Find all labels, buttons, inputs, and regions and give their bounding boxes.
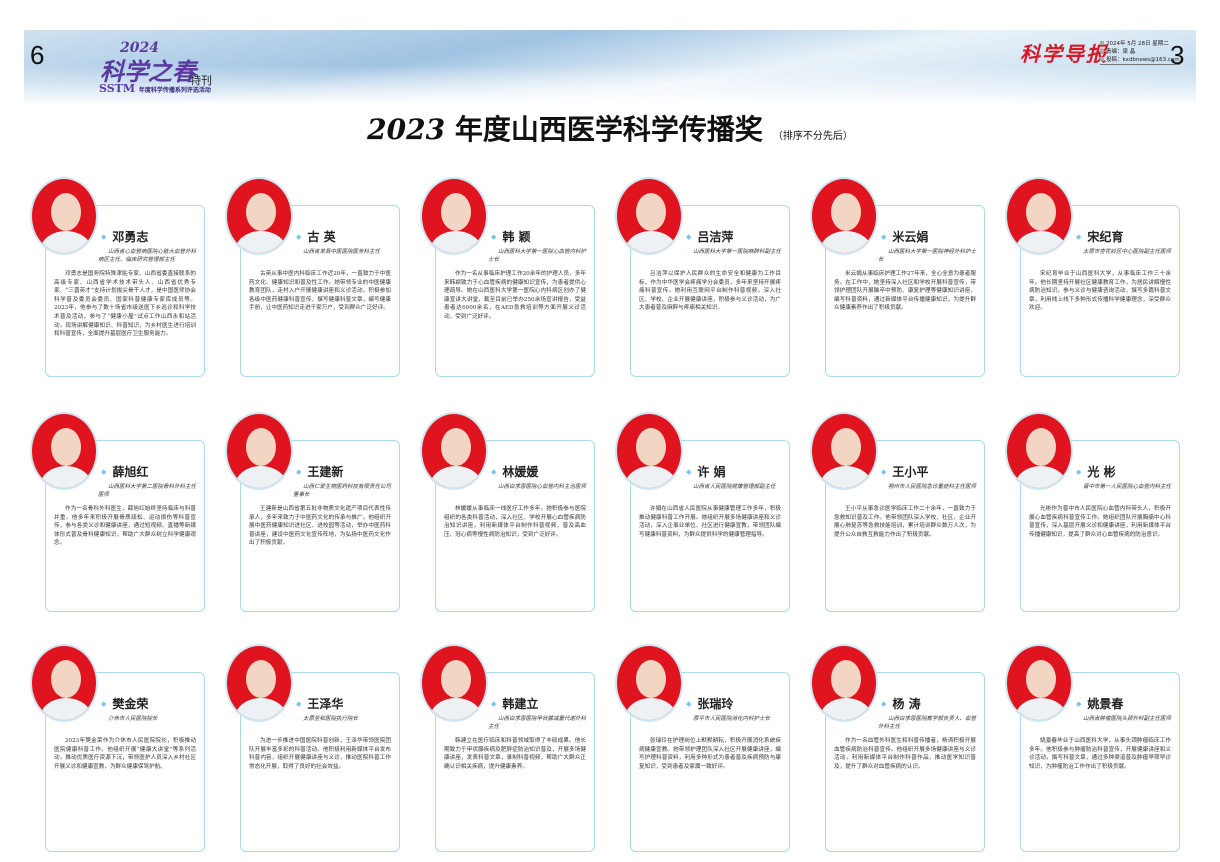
awardee-bio: 2023年樊金荣作为介休市人民医院院长，积极推动医院健康科普工作。他组织开展“健…: [54, 738, 196, 770]
awardee-affiliation: 晋中市第一人民医院心血管内科主任: [1083, 484, 1172, 490]
awardee-affiliation: 山西省人民医院健康管理部副主任: [693, 484, 776, 490]
newspaper-masthead: 科学导报: [1020, 42, 1108, 66]
awardee-name: 宋纪育: [1076, 228, 1123, 245]
awardee-bio: 作为一名从事临床护理工作20余年的护理人员，多年来韩颖致力于心血管疾病的健康知识…: [444, 271, 586, 320]
awardee-card: 古 英 山西省某县中医医院医务科主任 古英从事中医内科临床工作近20年，一直致力…: [240, 205, 400, 377]
awardee-name: 韩 颖: [491, 228, 530, 245]
awardee-photo: [30, 412, 98, 490]
awardee-bio: 王建新是山西省第五批非物质文化遗产项目代表性传承人，多年来致力于中医药文化的传承…: [249, 506, 391, 547]
awardee-affiliation: 山西省肿瘤医院头颈外科副主任医师: [1083, 716, 1172, 722]
awardee-bio: 王小平从事急诊医学临床工作二十余年，一直致力于急救知识普及工作。他带领团队深入学…: [834, 506, 976, 538]
awardee-photo: [810, 644, 878, 722]
awardee-card: 林媛媛 山西白求恩医院心血管内科主治医师 林媛媛从事临床一线医疗工作多年。她积极…: [435, 440, 595, 612]
awardee-bio: 作为一名血管外科医生和科普传播者，杨涛积极开展血管疾病防治科普宣传。他组织开展多…: [834, 738, 976, 770]
awardee-bio: 古英从事中医内科临床工作近20年，一直致力于中医药文化、健康知识和普及性工作。她…: [249, 271, 391, 312]
awardee-name: 王建新: [296, 463, 343, 480]
awardee-bio: 光彬作为晋中市人民医院心血管内科带头人，积极开展心血管疾病科普宣传工作。她组织团…: [1029, 506, 1171, 538]
awardee-photo: [225, 412, 293, 490]
awardee-affiliation: 原平市人民医院消化内科护士长: [693, 716, 771, 722]
page-title: 2023 年度山西医学科学传播奖 （排序不分先后）: [367, 113, 853, 146]
awardee-affiliation: 介休市人民医院院长: [108, 716, 158, 722]
issue-date: 2024年 5月 28日 星期二: [1100, 40, 1180, 48]
awardee-affiliation: 朔州市人民医院急诊重症科主任医师: [888, 484, 977, 490]
editor: 责编：梁 晶: [1100, 48, 1180, 56]
awardee-affiliation: 山西省某县中医医院医务科主任: [303, 249, 381, 255]
awardee-name: 薛旭红: [101, 463, 148, 480]
awardee-name: 樊金荣: [101, 695, 148, 712]
awardee-photo: [420, 412, 488, 490]
awardee-name: 吕洁萍: [686, 228, 733, 245]
awardee-bio: 姚景春毕业于山西医科大学，从事头颈肿瘤临床工作多年。他积极参与肿瘤防治科普宣传，…: [1029, 738, 1171, 770]
awardee-affiliation: 山西医科大学第二医院骨科外科主任医师: [98, 484, 197, 498]
awardee-photo: [1005, 644, 1073, 722]
awardee-bio: 邓勇志是国务院特殊津贴专家、山西省委直接联系的高级专家、山西省学术技术带头人、山…: [54, 271, 196, 338]
contact-email[interactable]: 投稿：kxdbnews@163.com: [1100, 56, 1180, 64]
awardee-bio: 许娟在山西省人民医院从事健康管理工作多年，积极推动健康科普工作开展。她组织开展多…: [639, 506, 781, 538]
awardee-affiliation: 山西白求恩医院心血管内科主治医师: [498, 484, 587, 490]
awardee-bio: 米云娟从事临床护理工作27年来，全心全意为患者服务。在工作中，她坚持深入社区和学…: [834, 271, 976, 312]
awardee-affiliation: 太原圣和医院执行院长: [303, 716, 359, 722]
awardee-photo: [30, 177, 98, 255]
awardee-bio: 林媛媛从事临床一线医疗工作多年。她积极参与医院组织的各类科普活动，深入社区、学校…: [444, 506, 586, 538]
awardee-name: 米云娟: [881, 228, 928, 245]
awardee-bio: 作为一名骨科外科医生，薛旭红始终坚持临床与科普并重。他多年来积极开展骨质疏松、运…: [54, 506, 196, 547]
issue-info: 2024年 5月 28日 星期二 责编：梁 晶 投稿：kxdbnews@163.…: [1100, 40, 1180, 65]
awardee-name: 韩建立: [491, 695, 538, 712]
awardee-photo: [615, 412, 683, 490]
header-banner: [24, 30, 1196, 105]
awardee-bio: 宋纪育毕业于山西医科大学，从事临床工作三十余年。他长期坚持开展社区健康教育工作，…: [1029, 271, 1171, 312]
awardee-affiliation: 太原市杏花岭区中心医院副主任医师: [1083, 249, 1172, 255]
awardee-affiliation: 山西医科大学第一医院心血管内科护士长: [488, 249, 587, 263]
awardee-photo: [1005, 412, 1073, 490]
awardee-photo: [420, 177, 488, 255]
awardee-photo: [420, 644, 488, 722]
awardee-card: 吕洁萍 山西医科大学第一医院麻醉科副主任 吕洁萍以保护人民群众的生命安全和健康为…: [630, 205, 790, 377]
awardee-name: 许 娟: [686, 463, 725, 480]
awardee-name: 张瑞玲: [686, 695, 733, 712]
awardee-affiliation: 山西医科大学第一医院神经外科护士长: [878, 249, 977, 263]
awardee-bio: 韩建立在医疗临床和科普领域取得了丰硕成果。他长期致力于甲状腺疾病及肥胖症防治知识…: [444, 738, 586, 770]
awardee-card: 邓勇志 山西省心血管病医院心脏大血管外科病区主任、临床研究管理部主任 邓勇志是国…: [45, 205, 205, 377]
awardee-affiliation: 山西白求恩医院甲状腺减重代谢外科主任: [488, 716, 587, 730]
awardee-photo: [30, 644, 98, 722]
awardee-name: 姚景春: [1076, 695, 1123, 712]
awardee-bio: 张瑞玲在护理岗位上默默耕耘，积极开展消化系统疾病健康宣教。她带领护理团队深入社区…: [639, 738, 781, 770]
awardee-photo: [225, 644, 293, 722]
awardee-name: 古 英: [296, 228, 335, 245]
awardee-bio: 吕洁萍以保护人民群众的生命安全和健康为工作目标，作为中华医学会疼痛学分会委员，多…: [639, 271, 781, 312]
awardee-bio: 为进一步推进中国医院科普创新，王泽华带领医院团队开展丰富多彩的科普活动。他积极利…: [249, 738, 391, 770]
order-note: （排序不分先后）: [772, 131, 853, 142]
awardee-photo: [225, 177, 293, 255]
awardee-affiliation: 山西白求恩医院教学部负责人、血管外科主任: [878, 716, 977, 730]
awardee-photo: [1005, 177, 1073, 255]
awardee-name: 邓勇志: [101, 228, 148, 245]
awardee-name: 林媛媛: [491, 463, 538, 480]
awardee-affiliation: 山西仁爱生物医药科技有限责任公司董事长: [293, 484, 392, 498]
awardee-card: 韩 颖 山西医科大学第一医院心血管内科护士长 作为一名从事临床护理工作20余年的…: [435, 205, 595, 377]
awardee-photo: [810, 177, 878, 255]
awardee-photo: [810, 412, 878, 490]
awardee-name: 杨 涛: [881, 695, 920, 712]
awardee-affiliation: 山西医科大学第一医院麻醉科副主任: [693, 249, 782, 255]
awardee-affiliation: 山西省心血管病医院心脏大血管外科病区主任、临床研究管理部主任: [98, 249, 197, 263]
special-issue-label: 特刊: [190, 74, 212, 87]
left-page-number: 6: [30, 40, 45, 70]
awardee-name: 王泽华: [296, 695, 343, 712]
awardee-name: 王小平: [881, 463, 928, 480]
awardee-name: 光 彬: [1076, 463, 1115, 480]
awardee-card: 张瑞玲 原平市人民医院消化内科护士长 张瑞玲在护理岗位上默默耕耘，积极开展消化系…: [630, 672, 790, 852]
awardee-photo: [615, 177, 683, 255]
awardee-photo: [615, 644, 683, 722]
